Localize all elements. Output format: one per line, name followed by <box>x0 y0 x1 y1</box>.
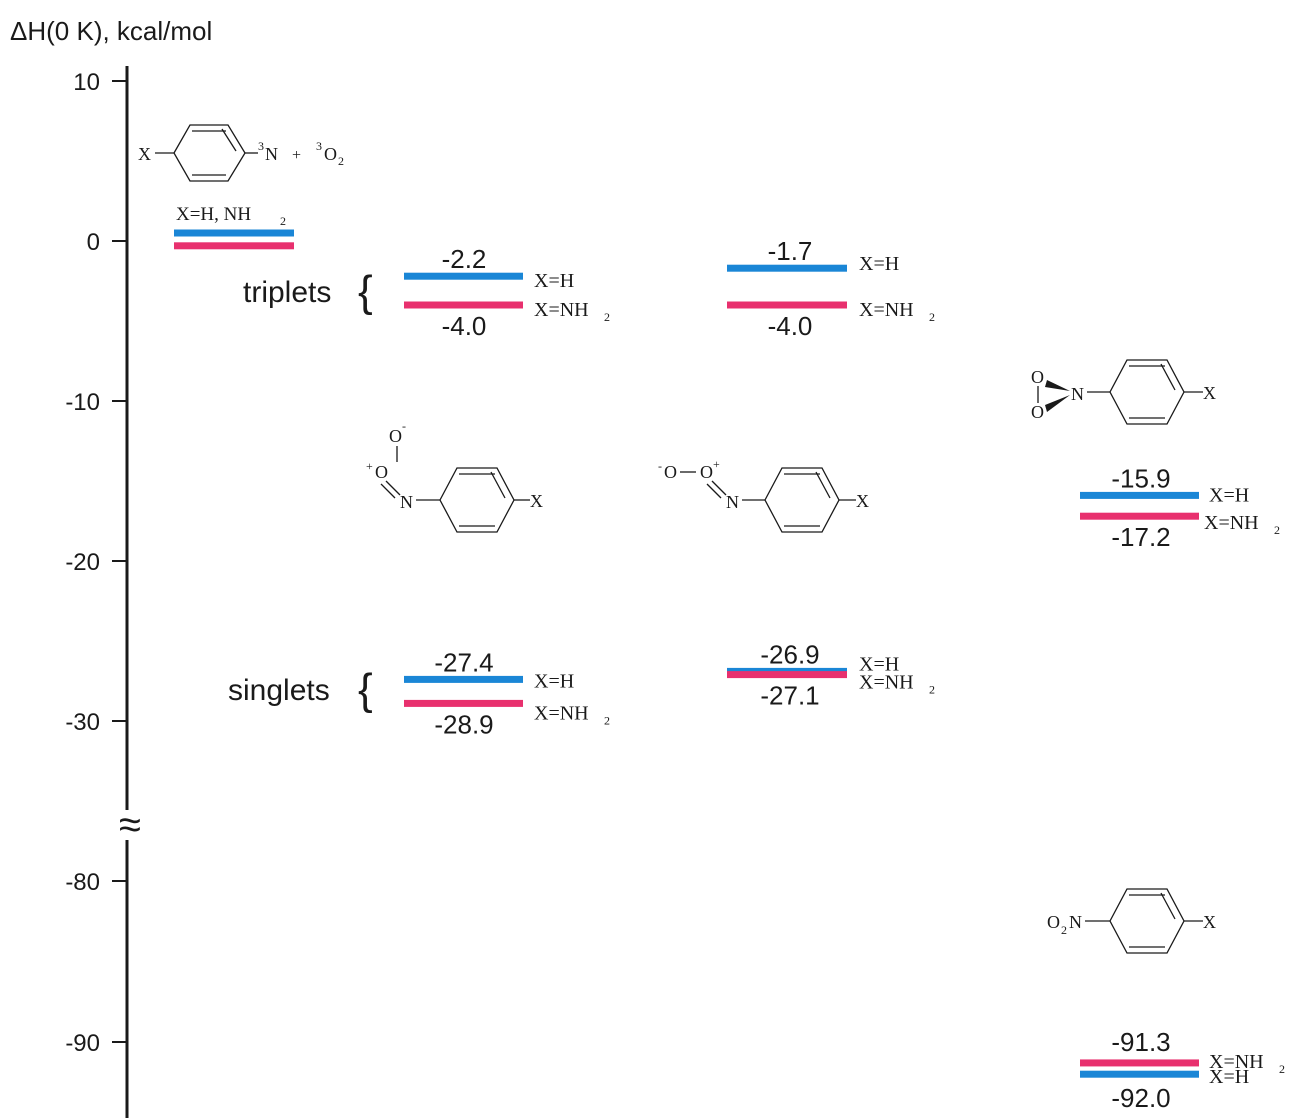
peroxy-linear-structure: - O O + N X <box>658 457 869 533</box>
axis-tick-label: 0 <box>87 229 100 256</box>
level-bar-trip1-x-nh2 <box>404 301 523 309</box>
x-nh2-label: X=NH <box>859 672 914 694</box>
axis-label: ΔH(0 K), kcal/mol <box>10 16 212 46</box>
svg-text:O: O <box>1031 402 1044 422</box>
axis-tick-label: -80 <box>65 869 100 896</box>
svg-text:O: O <box>375 462 388 482</box>
x-nh2-subscript: 2 <box>929 683 935 697</box>
singlets-label: singlets <box>228 674 330 707</box>
svg-text:O: O <box>1031 367 1044 387</box>
triplets-label: triplets <box>243 276 331 309</box>
benzene-ring <box>1109 888 1185 954</box>
benzene-ring <box>439 467 515 533</box>
svg-text:2: 2 <box>280 214 286 228</box>
level-value-trip1-x-nh2: -4.0 <box>442 311 487 341</box>
reactant-structure: X 3 N + 3 O 2 X=H, NH 2 <box>138 124 344 228</box>
svg-text:O: O <box>389 426 402 446</box>
reactant-x-label: X=H, NH <box>176 204 251 225</box>
level-bar-sing1-x-nh2 <box>404 699 523 707</box>
oxygen-o2: O <box>324 144 337 164</box>
x-nh2-subscript: 2 <box>1274 523 1280 537</box>
x-h-label: X=H <box>859 653 899 675</box>
svg-text:+: + <box>366 459 373 473</box>
level-value-dioxaziridine-x-nh2: -17.2 <box>1111 522 1170 552</box>
svg-text:X: X <box>530 491 543 511</box>
axis-tick-label: -90 <box>65 1030 100 1057</box>
axis-tick-label: -30 <box>65 709 100 736</box>
level-value-nitro-x-h: -92.0 <box>1111 1083 1170 1113</box>
x-nh2-label: X=NH <box>1209 1051 1264 1073</box>
substituent-x: X <box>138 144 151 164</box>
x-h-label: X=H <box>534 270 574 292</box>
x-h-label: X=H <box>1209 484 1249 506</box>
level-value-trip2-x-h: -1.7 <box>768 236 813 266</box>
svg-text:N: N <box>726 492 739 512</box>
svg-text:X: X <box>856 491 869 511</box>
svg-text:3: 3 <box>316 139 322 153</box>
level-bar-nitro-x-h <box>1080 1070 1199 1078</box>
svg-text:-: - <box>658 459 662 473</box>
level-value-sing2-x-nh2: -27.1 <box>760 681 819 711</box>
x-h-label: X=H <box>859 253 899 275</box>
svg-text:N: N <box>400 492 413 512</box>
level-bar-nitro-x-nh2 <box>1080 1059 1199 1067</box>
level-value-sing1-x-nh2: -28.9 <box>434 709 493 739</box>
x-nh2-subscript: 2 <box>604 310 610 324</box>
svg-text:+: + <box>292 147 301 164</box>
level-bar-dioxaziridine-x-nh2 <box>1080 512 1199 520</box>
svg-text:N: N <box>1071 384 1084 404</box>
benzene-ring <box>173 124 246 182</box>
triplets-brace: { <box>358 267 373 316</box>
level-bar-trip2-x-h <box>727 264 847 272</box>
svg-text:O: O <box>700 462 713 482</box>
x-nh2-subscript: 2 <box>929 310 935 324</box>
svg-text:N: N <box>1069 912 1082 932</box>
nitro-structure: O 2 N X <box>1047 888 1216 954</box>
x-h-label: X=H <box>1209 1066 1249 1088</box>
nitrene-n: N <box>265 144 278 164</box>
axis-tick-label: -20 <box>65 549 100 576</box>
level-value-nitro-x-nh2: -91.3 <box>1111 1027 1170 1057</box>
x-nh2-subscript: 2 <box>1279 1062 1285 1076</box>
svg-text:-: - <box>402 419 406 433</box>
energy-axis: ≈ 10 0 -10 -20 -30 -80 -90 <box>65 66 141 1118</box>
dioxaziridine-structure: O O N X <box>1031 359 1216 425</box>
level-value-sing1-x-h: -27.4 <box>434 647 493 677</box>
level-value-trip1-x-h: -2.2 <box>442 244 487 274</box>
level-bar-sing2-x-nh2 <box>727 671 847 679</box>
axis-tick-label: -10 <box>65 389 100 416</box>
level-bar-dioxaziridine-x-h <box>1080 491 1199 499</box>
svg-text:3: 3 <box>258 139 264 153</box>
level-value-dioxaziridine-x-h: -15.9 <box>1111 463 1170 493</box>
level-bar-reactants-x-h <box>174 229 294 237</box>
level-bar-trip1-x-h <box>404 272 523 280</box>
svg-text:+: + <box>713 457 720 471</box>
svg-text:2: 2 <box>338 154 344 168</box>
benzene-ring <box>1109 359 1185 425</box>
level-value-trip2-x-nh2: -4.0 <box>768 311 813 341</box>
svg-text:2: 2 <box>1061 923 1067 937</box>
x-nh2-label: X=NH <box>534 702 589 724</box>
benzene-ring <box>764 467 840 533</box>
peroxy-bent-structure: O - + O N X <box>366 419 543 533</box>
x-nh2-label: X=NH <box>534 299 589 321</box>
svg-text:X: X <box>1203 383 1216 403</box>
level-value-sing2-x-h: -26.9 <box>760 639 819 669</box>
level-bar-sing1-x-h <box>404 675 523 683</box>
svg-text:X: X <box>1203 912 1216 932</box>
level-bar-reactants-x-nh2 <box>174 242 294 250</box>
level-bar-trip2-x-nh2 <box>727 301 847 309</box>
svg-text:O: O <box>664 462 677 482</box>
energy-levels: -2.2-4.0X=HX=NH 2-1.7-4.0X=HX=NH 2-27.4-28… <box>174 229 1285 1113</box>
x-h-label: X=H <box>534 670 574 692</box>
svg-text:O: O <box>1047 912 1060 932</box>
x-nh2-label: X=NH <box>859 299 914 321</box>
x-nh2-label: X=NH <box>1204 512 1259 534</box>
axis-break-symbol: ≈ <box>119 803 141 847</box>
x-nh2-subscript: 2 <box>604 713 610 727</box>
singlets-brace: { <box>358 665 373 714</box>
axis-tick-label: 10 <box>73 69 100 96</box>
